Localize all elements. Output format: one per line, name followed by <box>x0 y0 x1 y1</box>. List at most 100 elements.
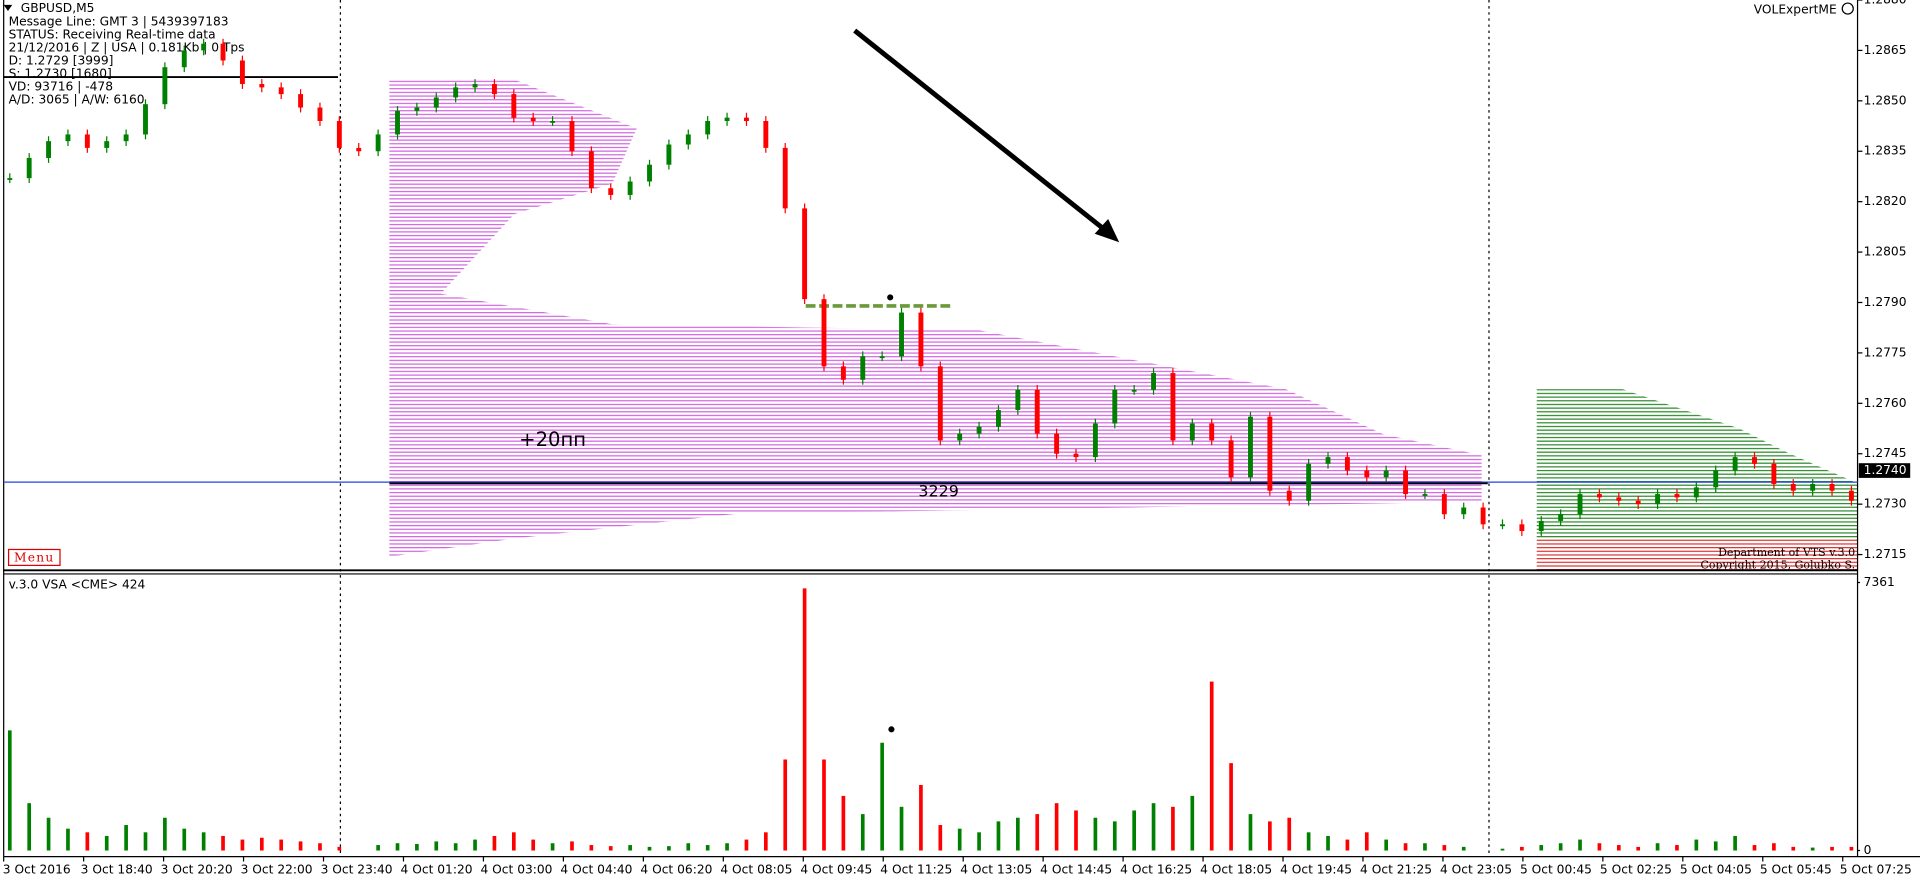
info-line: S: 1.2730 [1680] <box>9 66 112 80</box>
x-tick-label: 4 Oct 11:25 <box>880 863 952 877</box>
x-tick-label: 4 Oct 21:25 <box>1360 863 1432 877</box>
x-tick-label: 5 Oct 02:25 <box>1600 863 1672 877</box>
candle <box>1848 490 1854 501</box>
candle <box>1034 389 1040 434</box>
volume-bar <box>1810 847 1815 851</box>
y-tick-label: 1.2835 <box>1864 144 1907 158</box>
volume-bar <box>240 839 245 851</box>
candle <box>65 134 71 142</box>
x-tick-label: 5 Oct 05:45 <box>1760 863 1832 877</box>
x-tick-label: 4 Oct 18:05 <box>1200 863 1272 877</box>
candle <box>1189 423 1195 441</box>
candle <box>123 134 129 142</box>
volume-bar <box>511 832 516 851</box>
volume-bar <box>337 846 342 851</box>
volume-bar <box>1132 810 1136 851</box>
candle <box>763 120 769 148</box>
volume-bar <box>1849 846 1854 851</box>
candle <box>356 147 362 152</box>
candle <box>433 97 439 108</box>
candle <box>588 151 594 189</box>
volume-bar <box>841 795 846 851</box>
candle <box>1596 494 1602 498</box>
volume-bar <box>1520 846 1524 851</box>
volume-bar <box>85 832 90 851</box>
candle <box>1112 389 1118 424</box>
volume-bar <box>550 843 555 851</box>
menu-button[interactable] <box>7 548 61 566</box>
credit: Copyright 2015, Golubko S. <box>1700 558 1855 571</box>
candle <box>530 117 536 121</box>
current-price-label: 1.2740 <box>1864 463 1907 477</box>
candle <box>181 50 187 68</box>
menu-label[interactable]: Menu <box>14 551 54 565</box>
candle <box>608 188 614 195</box>
candle <box>511 94 517 118</box>
candle <box>375 134 381 152</box>
info-line: D: 1.2729 [3999] <box>9 53 114 67</box>
candle <box>918 312 924 367</box>
candle <box>1829 483 1835 491</box>
candle <box>1344 457 1350 471</box>
volume-bar <box>66 828 70 851</box>
volume-bar <box>1093 817 1098 851</box>
x-tick-label: 4 Oct 13:05 <box>960 863 1032 877</box>
candle <box>395 110 400 135</box>
x-tick-label: 3 Oct 20:20 <box>161 863 233 877</box>
volume-bar <box>1675 845 1679 851</box>
volume-bar <box>7 730 12 851</box>
candle <box>414 107 420 111</box>
volume-bar <box>298 841 303 851</box>
info-panel: Message Line: GMT 3 | 5439397183STATUS: … <box>9 15 245 108</box>
x-tick-label: 4 Oct 06:20 <box>640 863 712 877</box>
volume-bar <box>1461 846 1466 851</box>
volume-bar <box>531 839 536 851</box>
volume-bar <box>996 821 1001 851</box>
candle <box>1267 416 1273 491</box>
y-tick-label: 1.2880 <box>1864 0 1907 6</box>
candle <box>1209 423 1215 441</box>
candle <box>1054 433 1060 454</box>
candle <box>1441 494 1447 515</box>
volume-profile <box>389 79 1482 557</box>
volume-bar <box>628 845 632 851</box>
volume-bar <box>318 843 322 851</box>
candle <box>1461 507 1467 515</box>
marker-dot <box>888 726 895 733</box>
volume-bar <box>589 845 594 851</box>
volume-bar <box>977 832 981 851</box>
volume-bar <box>279 839 284 851</box>
candle <box>802 208 808 300</box>
candle <box>453 87 459 98</box>
volume-bar <box>221 835 225 851</box>
volume-bar <box>1713 841 1718 851</box>
x-tick-label: 4 Oct 16:25 <box>1120 863 1192 877</box>
volume-bar <box>1442 845 1447 851</box>
volume-bar <box>860 814 865 851</box>
volume-note: 3229 <box>918 481 958 500</box>
volume-bar <box>1268 821 1272 851</box>
candle <box>1655 494 1661 505</box>
candle <box>782 147 788 209</box>
y-tick-label: 1.2775 <box>1864 345 1907 359</box>
volume-bar <box>802 588 807 851</box>
volume-bar <box>473 839 477 851</box>
y-tick-label: 1.2805 <box>1864 245 1907 259</box>
volume-bar <box>1539 845 1544 851</box>
candle <box>1771 463 1777 484</box>
candle <box>1713 470 1719 488</box>
candle <box>840 366 846 380</box>
x-tick-label: 5 Oct 00:45 <box>1520 863 1592 877</box>
session-profile-low <box>1536 538 1858 571</box>
dropdown-icon <box>3 4 13 12</box>
volume-bar <box>899 806 904 851</box>
volume-bar <box>415 843 419 851</box>
candle <box>1131 389 1137 392</box>
volume-bar <box>124 825 128 851</box>
candle <box>1422 494 1428 496</box>
volume-bar <box>1616 845 1621 851</box>
x-tick-label: 5 Oct 04:05 <box>1680 863 1752 877</box>
y-tick-label: 1.2745 <box>1864 446 1907 460</box>
candle <box>1364 470 1370 478</box>
candle <box>1558 514 1564 521</box>
